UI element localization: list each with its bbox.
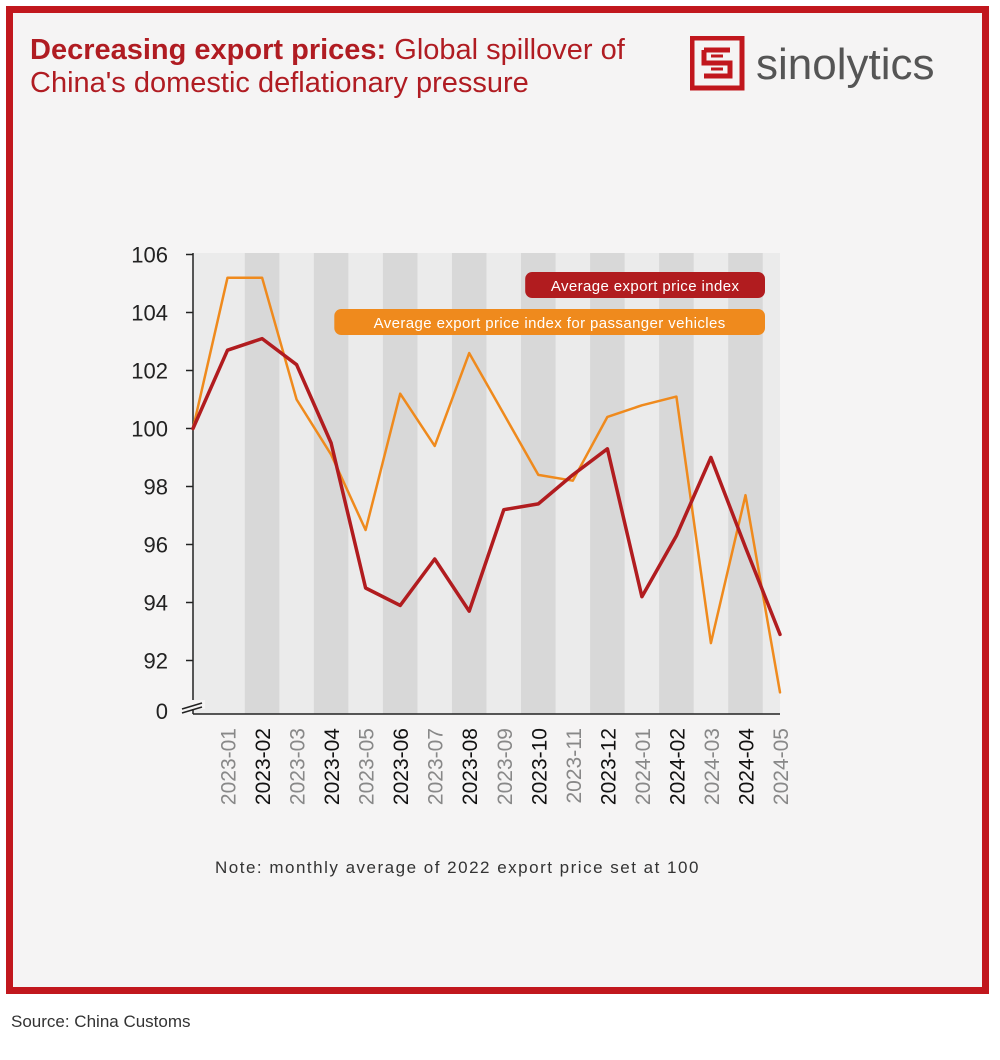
- y-tick-label: 92: [144, 649, 168, 674]
- legend-label: Average export price index for passanger…: [374, 315, 726, 332]
- logo-icon: [689, 35, 745, 91]
- title-bold: Decreasing export prices:: [30, 34, 387, 66]
- x-tick-label: 2024-01: [632, 728, 655, 805]
- x-tick-label: 2023-05: [356, 728, 379, 805]
- x-tick-label: 2023-04: [321, 728, 344, 805]
- y-tick-label: 0: [156, 699, 168, 724]
- series-line-passenger-vehicles: [191, 276, 782, 694]
- chart-area: 106 104 102 100 98 96 94 92 0 2023-01 2023-02 2023-…: [131, 243, 793, 806]
- legend-item-passenger-vehicles: [334, 309, 765, 335]
- y-tick-label: 106: [131, 243, 168, 268]
- x-tick-label: 2024-03: [701, 728, 724, 805]
- x-tick-label: 2023-03: [287, 728, 310, 805]
- axis-break-gap: [181, 700, 205, 709]
- x-tick-label: 2024-05: [770, 728, 793, 805]
- x-tick-label: 2023-02: [252, 728, 275, 805]
- axis-break-mark: [181, 706, 203, 714]
- sinolytics-logo: sinolytics: [689, 35, 970, 96]
- title-rest: Global spillover of China's domestic def…: [30, 34, 625, 99]
- y-tick-label: 96: [144, 533, 168, 558]
- x-tick-label: 2023-12: [597, 728, 620, 805]
- x-tick-label: 2023-10: [528, 728, 551, 805]
- x-tick-label: 2024-04: [735, 728, 758, 805]
- x-tick-label: 2023-01: [218, 728, 241, 805]
- source-text: Source: China Customs: [11, 1012, 191, 1031]
- y-tick-label: 104: [131, 301, 168, 326]
- x-tick-label: 2023-06: [390, 728, 413, 805]
- x-tick-label: 2023-08: [459, 728, 482, 805]
- axis-break-mark: [181, 702, 203, 710]
- chart-note: Note: monthly average of 2022 export pri…: [215, 858, 700, 877]
- y-tick-label: 94: [144, 591, 168, 616]
- x-tick-label: 2024-02: [666, 728, 689, 805]
- legend-label: Average export price index: [551, 278, 740, 295]
- grid-band: [244, 253, 280, 714]
- y-tick-label: 98: [144, 475, 168, 500]
- y-tick-label: 102: [131, 359, 168, 384]
- logo-text: sinolytics: [756, 40, 935, 89]
- line-chart: 106 104 102 100 98 96 94 92 0 2023-01 2023-02 2023-…: [131, 243, 793, 806]
- y-tick-label: 100: [131, 417, 168, 442]
- legend-item-average-export-price: [525, 272, 765, 298]
- x-tick-label: 2023-07: [425, 728, 448, 805]
- x-tick-label: 2023-09: [494, 728, 517, 805]
- series-line-average-export-price: [191, 336, 782, 637]
- x-tick-label: 2023-11: [563, 728, 586, 804]
- chart-title: Decreasing export prices: Global spillov…: [30, 34, 670, 100]
